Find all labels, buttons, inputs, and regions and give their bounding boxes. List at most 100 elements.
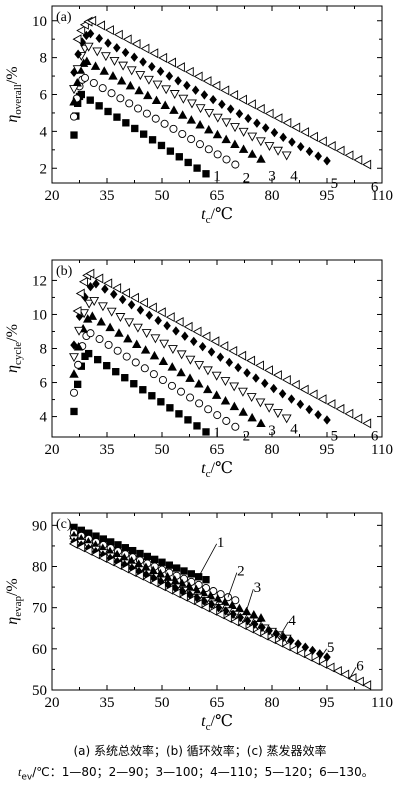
data-point — [92, 279, 100, 289]
data-point — [323, 156, 331, 166]
data-point — [229, 90, 239, 100]
data-point — [231, 596, 240, 605]
data-point — [74, 380, 82, 388]
data-point — [145, 310, 154, 320]
data-point — [175, 153, 183, 161]
data-series-5: 5 — [70, 28, 338, 192]
data-point — [105, 556, 115, 567]
data-point — [184, 416, 192, 424]
data-point — [236, 612, 245, 623]
data-point — [256, 418, 266, 428]
data-point — [158, 375, 167, 385]
data-point — [163, 321, 171, 331]
data-point — [165, 312, 175, 323]
data-point — [180, 567, 188, 575]
y-tick-label: 8 — [40, 51, 48, 67]
data-point — [151, 555, 159, 564]
data-point — [308, 389, 318, 400]
data-series-5: 5 — [70, 279, 338, 444]
series-label: 3 — [268, 423, 276, 439]
data-point — [131, 124, 139, 133]
data-point — [136, 549, 144, 558]
data-point — [116, 76, 127, 85]
data-point — [344, 150, 354, 161]
data-point — [139, 386, 147, 394]
data-point — [79, 309, 90, 319]
data-point — [213, 150, 222, 159]
data-point — [214, 602, 223, 613]
data-point — [231, 422, 240, 431]
data-point — [255, 360, 264, 371]
data-point — [216, 590, 225, 599]
x-tick-label: 110 — [371, 442, 393, 458]
data-point — [282, 117, 292, 128]
series-label: 5 — [327, 640, 335, 656]
data-point — [317, 394, 327, 405]
data-point — [149, 370, 158, 379]
data-point — [132, 323, 143, 333]
data-point — [69, 369, 79, 378]
series-label: 6 — [371, 428, 379, 444]
data-point — [90, 549, 100, 560]
data-point — [95, 102, 103, 110]
y-tick-label: 6 — [40, 376, 48, 392]
data-point — [69, 97, 79, 106]
data-point — [70, 407, 78, 416]
data-point — [83, 545, 93, 556]
data-point — [167, 362, 177, 371]
x-tick-label: 50 — [155, 695, 170, 711]
data-point — [325, 662, 335, 673]
data-point — [131, 38, 141, 49]
data-point — [281, 641, 291, 652]
data-point — [150, 334, 161, 344]
data-point — [281, 374, 291, 385]
data-point — [256, 154, 266, 163]
data-point — [85, 349, 93, 358]
data-point — [70, 340, 78, 350]
data-point — [99, 66, 109, 75]
data-point — [97, 302, 108, 312]
data-series-3: 3 — [69, 56, 276, 185]
data-point — [130, 52, 139, 62]
data-point — [148, 61, 156, 72]
data-point — [178, 129, 187, 138]
data-point — [181, 331, 189, 341]
data-point — [273, 146, 284, 156]
data-point — [113, 113, 121, 121]
y-axis-title: ηcycle/% — [4, 324, 24, 373]
data-point — [173, 564, 181, 572]
data-point — [140, 364, 149, 373]
data-point — [335, 403, 345, 414]
data-point — [113, 346, 122, 355]
data-point — [193, 422, 201, 430]
data-point — [215, 609, 225, 620]
data-point — [204, 145, 213, 154]
data-point — [218, 99, 226, 110]
data-point — [98, 553, 108, 563]
data-point — [109, 56, 120, 66]
data-point — [198, 341, 207, 352]
data-point — [172, 326, 180, 336]
data-point — [138, 297, 148, 308]
data-point — [303, 651, 313, 662]
data-point — [121, 47, 130, 58]
data-point — [259, 630, 269, 641]
data-point — [89, 297, 100, 306]
data-point — [362, 159, 372, 170]
data-point — [194, 379, 204, 388]
x-tick-label: 110 — [371, 695, 393, 711]
series-label: 6 — [371, 180, 379, 196]
x-tick-label: 50 — [155, 188, 170, 204]
data-point — [362, 418, 372, 429]
x-tick-label: 80 — [265, 695, 280, 711]
data-point — [335, 145, 345, 156]
data-point — [103, 278, 113, 289]
data-point — [70, 131, 78, 139]
data-point — [185, 355, 196, 365]
data-point — [211, 390, 222, 399]
caption-line-2: tev/℃：1—80；2—90；3—100；4—110；5—120；6—130。 — [18, 763, 374, 782]
data-point — [121, 374, 129, 382]
data-point — [112, 368, 120, 376]
data-point — [87, 15, 97, 26]
data-point — [204, 405, 213, 414]
